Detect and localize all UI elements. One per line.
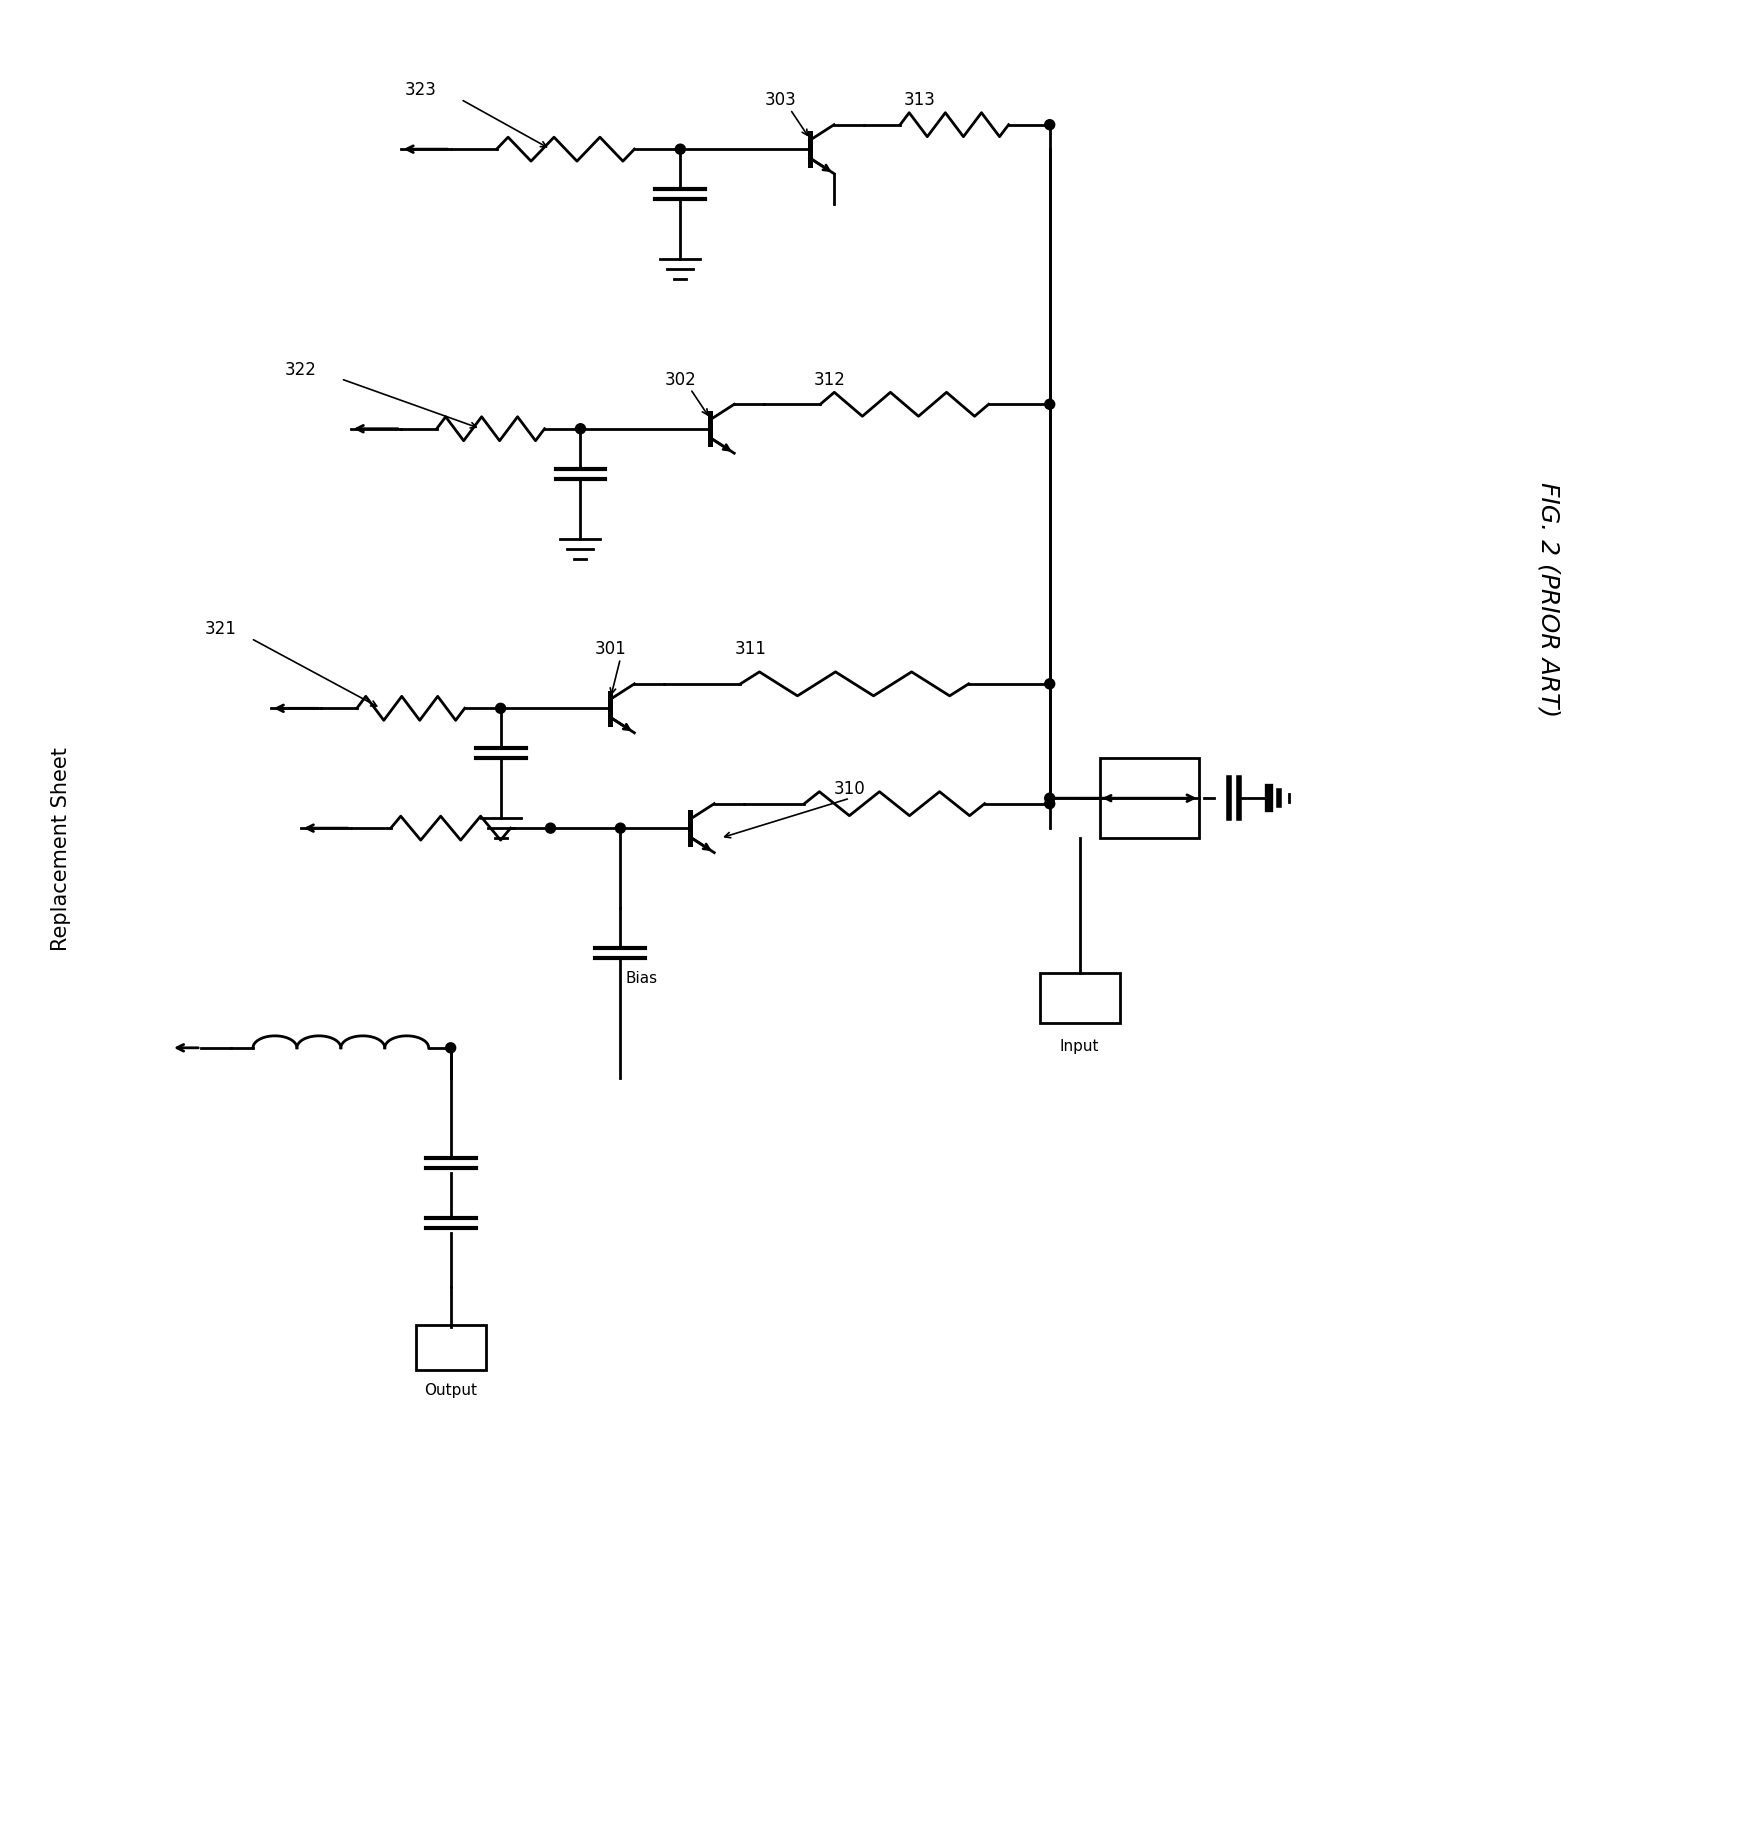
- Circle shape: [1044, 798, 1055, 809]
- Circle shape: [445, 1044, 456, 1053]
- Text: 322: 322: [285, 360, 316, 379]
- Circle shape: [1044, 680, 1055, 689]
- Text: 303: 303: [765, 91, 796, 109]
- Bar: [1100, 760, 1200, 839]
- Circle shape: [496, 704, 506, 713]
- Circle shape: [1044, 120, 1055, 131]
- Text: 313: 313: [904, 91, 936, 109]
- Text: 301: 301: [595, 639, 627, 658]
- Text: 323: 323: [405, 81, 436, 100]
- Circle shape: [1044, 399, 1055, 410]
- Text: Output: Output: [424, 1382, 477, 1397]
- Text: 311: 311: [735, 639, 766, 658]
- Text: Input: Input: [1060, 1039, 1100, 1053]
- Text: Bias: Bias: [625, 970, 658, 985]
- Text: Replacement Sheet: Replacement Sheet: [51, 747, 72, 950]
- Text: 321: 321: [204, 621, 237, 638]
- Circle shape: [676, 146, 684, 155]
- Circle shape: [1044, 795, 1055, 804]
- Circle shape: [545, 824, 555, 833]
- Bar: [1039, 974, 1119, 1024]
- Text: 302: 302: [665, 371, 697, 388]
- Text: 310: 310: [835, 780, 866, 798]
- Bar: [416, 1325, 485, 1369]
- Text: FIG. 2 (PRIOR ART): FIG. 2 (PRIOR ART): [1536, 482, 1561, 717]
- Circle shape: [576, 425, 585, 434]
- Text: 312: 312: [814, 371, 847, 388]
- Circle shape: [615, 824, 625, 833]
